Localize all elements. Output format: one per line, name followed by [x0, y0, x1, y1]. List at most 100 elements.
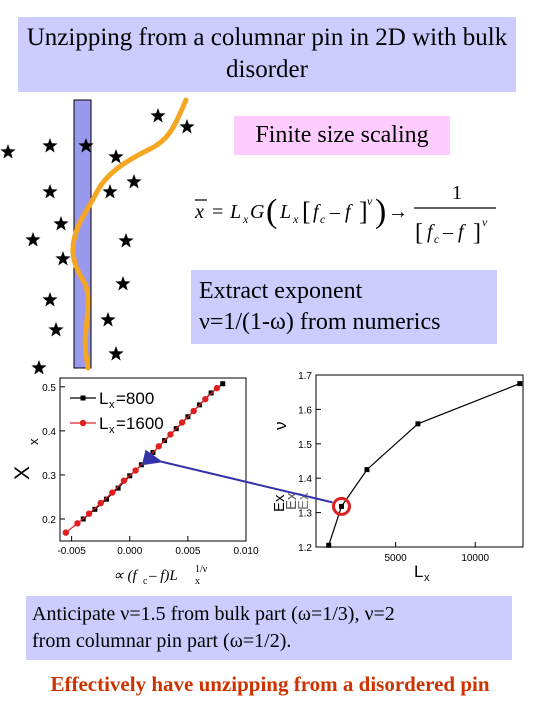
- connector-arrow: [141, 449, 333, 504]
- left-point-800: [80, 516, 86, 522]
- left-point-1600: [190, 407, 197, 415]
- formula-bracket-close: ]: [359, 197, 368, 226]
- left-point-1600: [97, 499, 104, 507]
- left-point-800: [104, 496, 109, 502]
- right-point: [326, 542, 332, 548]
- right-xlabel: L: [414, 562, 423, 581]
- star-icon: [42, 138, 58, 153]
- disorder-stars: [0, 108, 195, 375]
- legend-label-1600-sub: x: [109, 424, 115, 436]
- star-icon: [115, 276, 131, 291]
- left-ylabel-big: X: [11, 466, 34, 480]
- formula-x: x: [194, 201, 204, 223]
- left-point-1600: [155, 443, 163, 450]
- right-y-tick-label: 1.3: [298, 509, 312, 520]
- formula-minus-f: – f: [329, 201, 353, 223]
- star-icon: [42, 292, 58, 307]
- left-point-1600: [202, 395, 209, 403]
- formula-L2-sub: x: [292, 212, 299, 226]
- left-point-800: [185, 414, 191, 420]
- left-point-1600: [178, 419, 186, 426]
- right-xlabel-sub: x: [424, 572, 430, 584]
- extract-line-1: Extract exponent: [199, 278, 363, 304]
- right-x-tick-label: 10000: [461, 553, 489, 564]
- left-y-tick-label: 0.3: [42, 471, 56, 482]
- star-icon: [150, 108, 166, 123]
- formula-fc-2-sub: c: [434, 232, 440, 246]
- right-y-tick-label: 1.2: [298, 543, 312, 554]
- star-icon: [42, 184, 58, 199]
- right-y-tick-label: 1.6: [298, 405, 312, 416]
- extract-exponent-box: Extract exponent ν=1/(1-ω) from numerics: [191, 270, 497, 344]
- left-x-tick-label: 0.005: [175, 546, 200, 557]
- right-ylabel-overlap: Ex Ex Ex: [271, 492, 312, 512]
- left-xlabel-sub: x: [195, 576, 200, 587]
- star-icon: [126, 174, 142, 189]
- formula-arrow: →: [388, 201, 408, 223]
- left-ylabel: x: [26, 438, 41, 445]
- right-y-tick-label: 1.4: [298, 474, 312, 485]
- left-x-tick-label: 0.000: [117, 546, 142, 557]
- right-point: [364, 467, 370, 473]
- star-icon: [31, 360, 47, 375]
- left-xlabel-rest: – f)L: [148, 568, 178, 584]
- anticipate-line-1: Anticipate ν=1.5 from bulk part (ω=1/3),…: [32, 603, 395, 625]
- left-point-1600: [85, 510, 93, 517]
- legend-label-1600-L: L: [99, 414, 108, 433]
- left-x-tick-label: 0.010: [233, 546, 258, 557]
- formula-minus-f-2: – f: [442, 221, 466, 243]
- right-plot-ticks: 5000 10000 1.2 1.3 1.4 1.5 1.6 1.7: [298, 371, 489, 564]
- right-plot-frame: [315, 374, 524, 548]
- left-point-1600: [132, 467, 139, 474]
- left-xlabel-exp: 1/ν: [195, 564, 208, 575]
- formula-bracket-open: [: [302, 197, 311, 226]
- left-point-800: [220, 381, 226, 387]
- formula-fc-sub: c: [320, 212, 326, 226]
- formula-equals: =: [212, 201, 223, 223]
- legend-label-1600-rest: =1600: [116, 414, 164, 433]
- star-icon: [102, 184, 118, 199]
- star-icon: [100, 312, 116, 327]
- left-point-1600: [213, 384, 221, 392]
- legend-marker-1600: [79, 419, 87, 427]
- formula-nu: ν: [367, 194, 373, 208]
- highlight-circle: [331, 496, 351, 516]
- formula-fc: f: [313, 201, 321, 223]
- anticipate-line-2: from columnar pin part (ω=1/2).: [32, 630, 292, 652]
- formula-paren-open: (: [266, 193, 277, 230]
- star-icon: [25, 232, 41, 247]
- overlap-label-2: Ex: [283, 492, 300, 510]
- columnar-pin: [73, 99, 92, 369]
- left-point-800: [208, 390, 214, 396]
- right-point: [415, 421, 421, 427]
- formula-one: 1: [452, 182, 462, 204]
- right-y-tick-label: 1.5: [298, 440, 312, 451]
- extract-line-2: ν=1/(1-ω) from numerics: [199, 309, 441, 335]
- star-icon: [108, 149, 124, 164]
- star-icon: [0, 144, 16, 159]
- star-icon: [108, 346, 124, 361]
- left-xlabel-c: c: [143, 576, 148, 587]
- left-series-line-0: [82, 383, 224, 520]
- right-point: [338, 503, 344, 509]
- left-point-1600: [109, 489, 116, 496]
- left-plot-marks: [62, 381, 226, 536]
- formula-fc-2: f: [427, 221, 435, 243]
- star-icon: [78, 138, 94, 153]
- left-point-800: [162, 438, 168, 444]
- formula-L2: L: [279, 201, 291, 223]
- star-icon: [48, 322, 64, 337]
- right-plot-marks: [326, 381, 523, 548]
- left-point-1600: [167, 431, 174, 438]
- left-plot-frame: [59, 377, 247, 542]
- formula-paren-close: ): [375, 193, 386, 230]
- formula-bracket-open-2: [: [415, 220, 423, 246]
- left-y-tick-label: 0.5: [42, 383, 56, 394]
- left-point-1600: [74, 520, 81, 527]
- left-point-800: [138, 462, 144, 468]
- formula-bracket-close-2: ]: [473, 220, 481, 246]
- formula-G: G: [250, 201, 265, 223]
- legend-label-800-sub: x: [109, 399, 115, 411]
- right-ylabel: ν: [271, 422, 290, 431]
- legend-marker-800: [80, 395, 86, 401]
